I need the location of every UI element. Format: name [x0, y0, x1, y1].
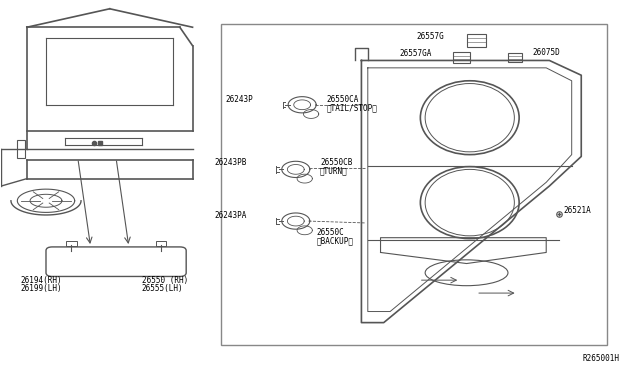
- Text: 26550C: 26550C: [317, 228, 344, 237]
- Bar: [17, 140, 25, 158]
- Text: 26243PB: 26243PB: [214, 158, 246, 167]
- Text: 〈TAIL/STOP〉: 〈TAIL/STOP〉: [326, 103, 377, 112]
- Text: 〈BACKUP〉: 〈BACKUP〉: [317, 236, 354, 245]
- Bar: [452, 52, 470, 63]
- Text: 26521A: 26521A: [563, 206, 591, 215]
- Bar: [467, 34, 486, 46]
- Text: 26550CA: 26550CA: [326, 95, 359, 104]
- Bar: [508, 53, 522, 62]
- Bar: [221, 23, 607, 345]
- Text: 26550 (RH): 26550 (RH): [141, 276, 188, 285]
- Text: 26199(LH): 26199(LH): [20, 284, 62, 293]
- Text: 26557GA: 26557GA: [399, 49, 431, 58]
- Text: 26557G: 26557G: [417, 32, 444, 41]
- Bar: [67, 241, 77, 246]
- Text: 26243P: 26243P: [225, 95, 253, 104]
- Bar: [156, 241, 166, 246]
- Text: 26075D: 26075D: [532, 48, 560, 57]
- Text: 26194(RH): 26194(RH): [20, 276, 62, 285]
- Text: R265001H: R265001H: [582, 354, 620, 363]
- Text: 26550CB: 26550CB: [320, 158, 353, 167]
- Text: 26555(LH): 26555(LH): [141, 284, 183, 293]
- Text: 26243PA: 26243PA: [214, 212, 246, 221]
- Text: 〈TURN〉: 〈TURN〉: [320, 166, 348, 176]
